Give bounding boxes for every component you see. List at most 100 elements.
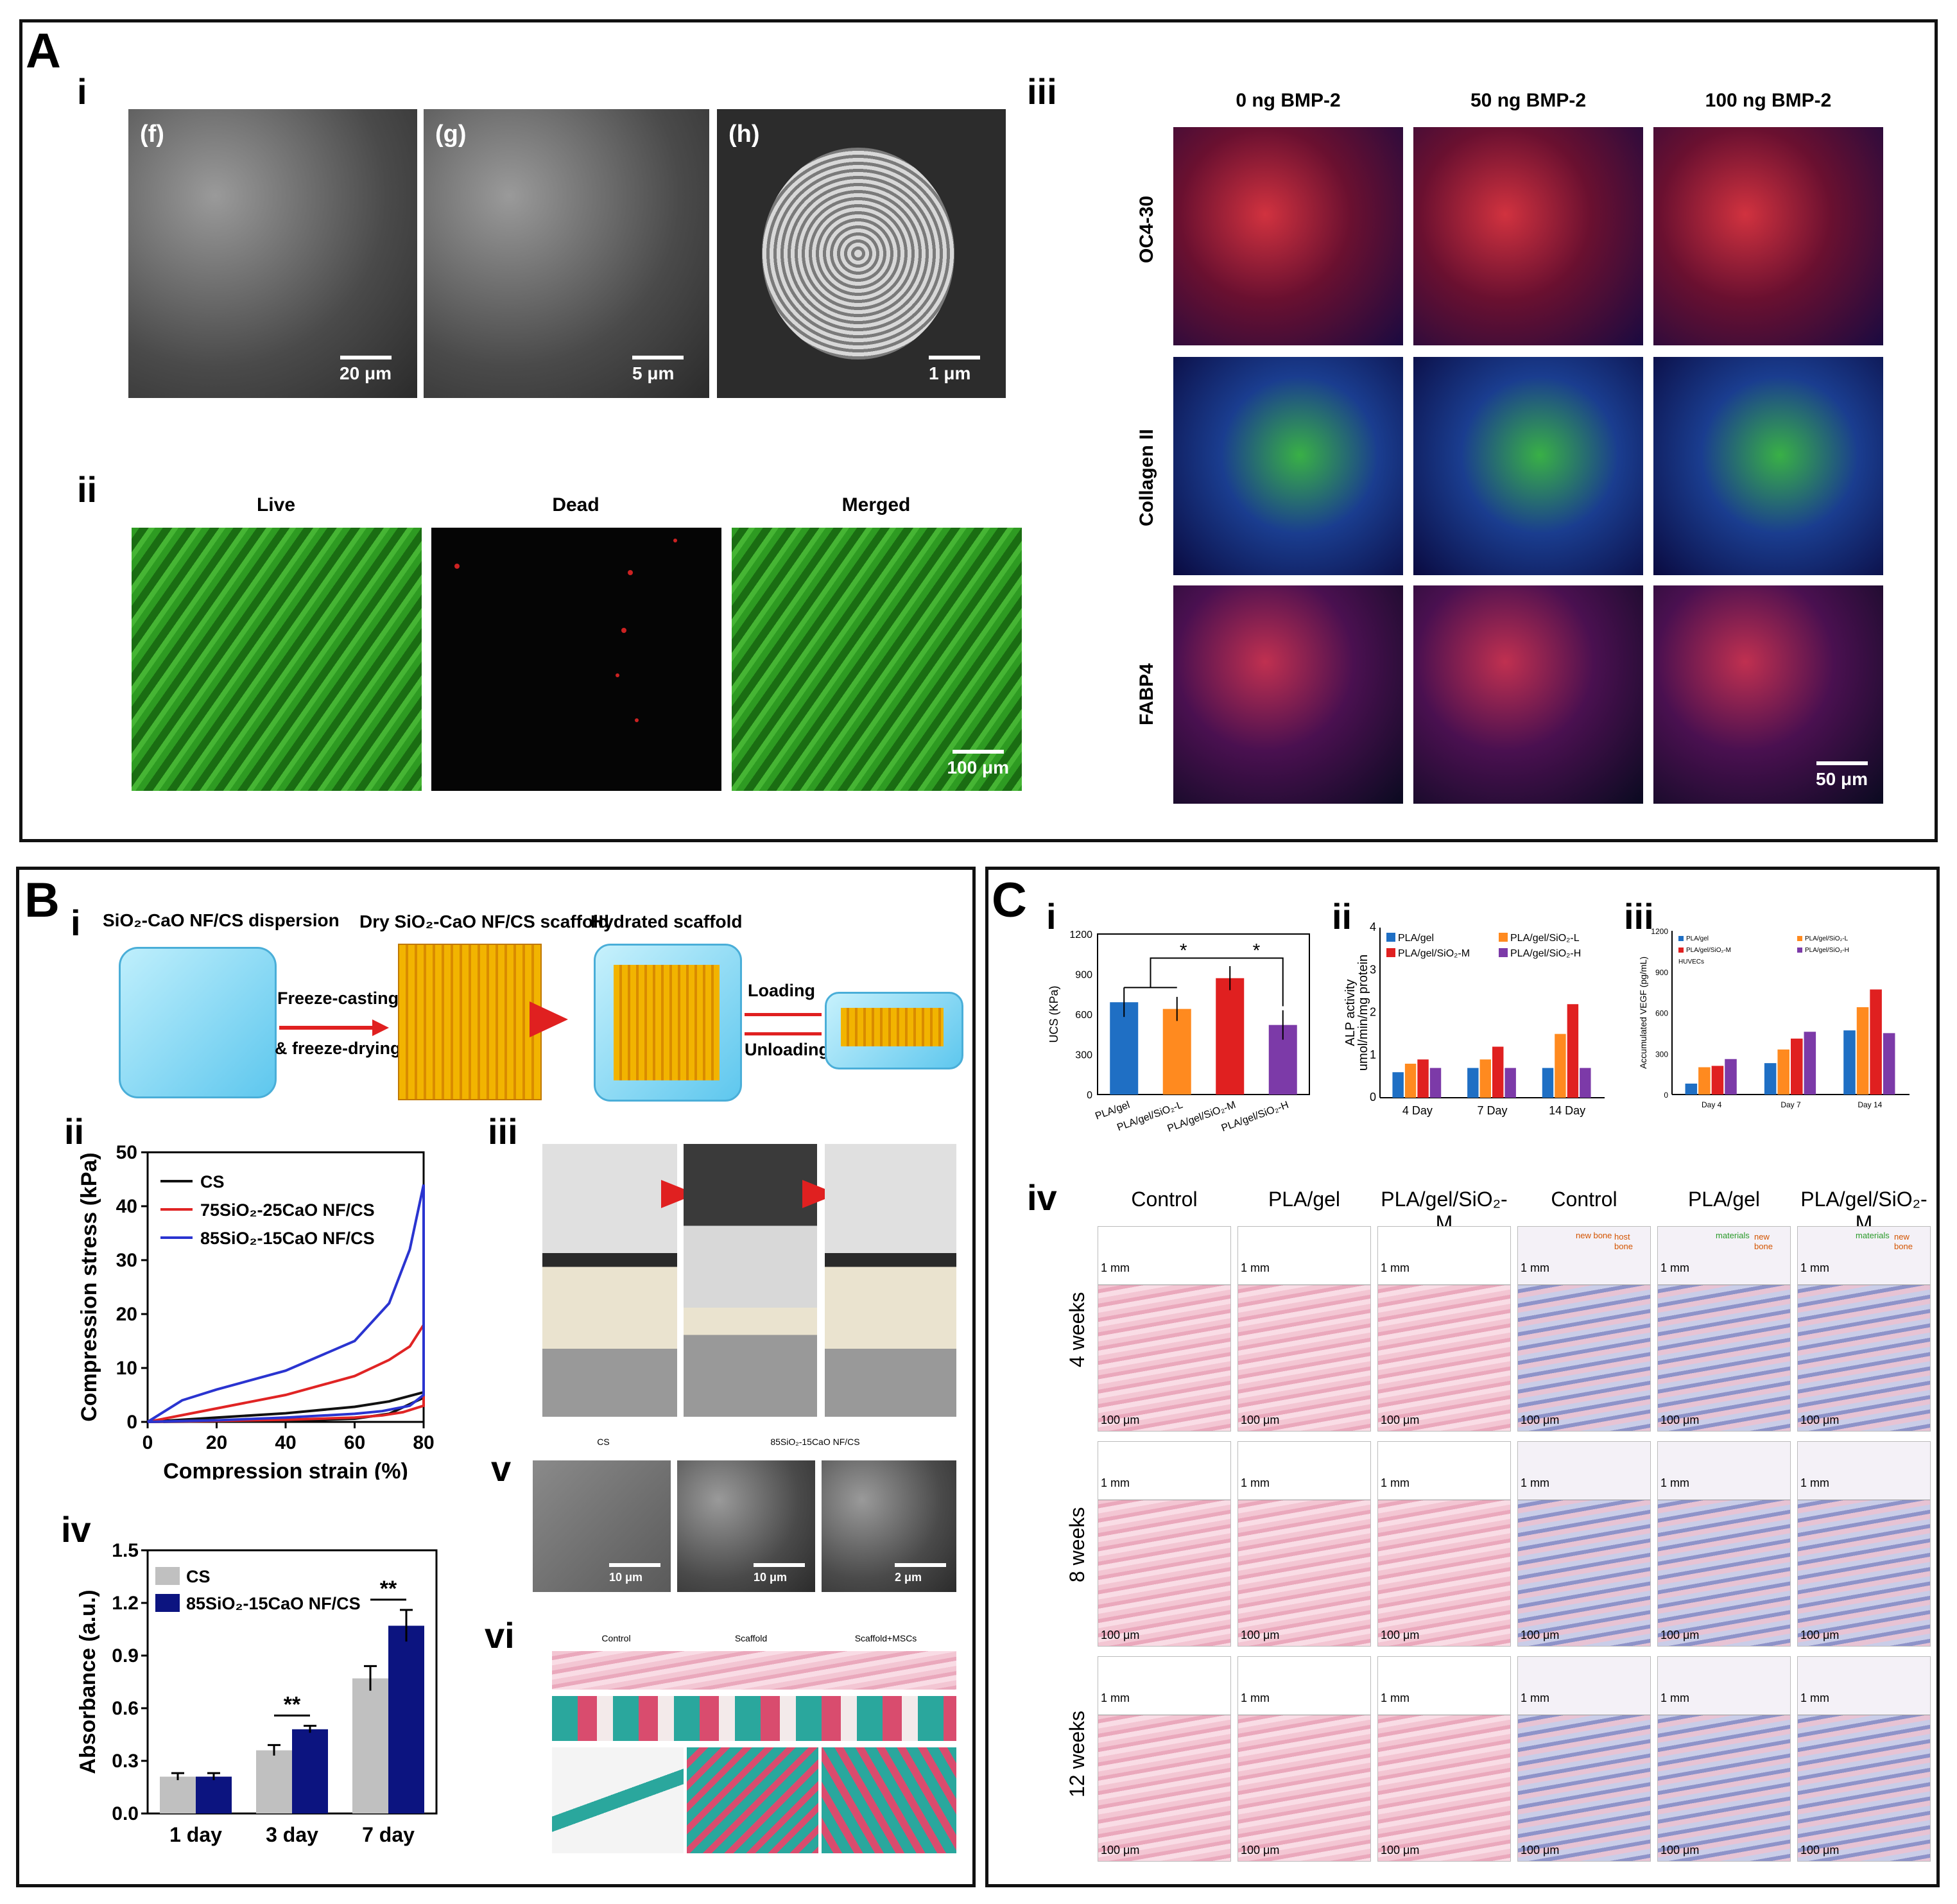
histo-cell: 1 mm 100 μm: [1517, 1656, 1651, 1862]
y-tick-label: 30: [116, 1250, 137, 1271]
bmp-row-fabp4: FABP4: [1136, 663, 1157, 725]
histo-cell: 1 mm 100 μm: [1098, 1441, 1231, 1647]
y-axis-label: Compression stress (kPa): [77, 1152, 101, 1422]
mt-tag: materials: [1716, 1231, 1750, 1240]
legend-label-1: 85SiO₂-15CaO NF/CS: [186, 1594, 361, 1613]
legend-swatch-1: [1499, 933, 1508, 942]
histo-col-header: PLA/gel: [1268, 1188, 1341, 1211]
scale-mm: 1 mm: [1241, 1261, 1270, 1274]
plot-frame: [1097, 933, 1310, 1095]
bar: [1711, 1066, 1724, 1095]
scale-mm: 1 mm: [1241, 1692, 1270, 1704]
scale-mm: 1 mm: [1101, 1692, 1130, 1704]
panel-b-label: B: [24, 873, 60, 928]
unloading-label: Unloading: [745, 1040, 829, 1059]
y-tick-label: 40: [116, 1196, 137, 1217]
live-stain-image: [132, 528, 422, 791]
y-tick-label: 20: [116, 1304, 137, 1325]
compression-photo-3: [825, 1144, 956, 1417]
panel-b-sub-i: i: [71, 903, 81, 943]
sem-v-right-label: 85SiO₂-15CaO NF/CS: [770, 1437, 860, 1447]
bar: [160, 1776, 196, 1813]
y-tick-label: 0: [1664, 1091, 1668, 1100]
histo-overview-strip: [1378, 1657, 1510, 1715]
stain-header-dead: Dead: [552, 494, 599, 515]
scale-um: 100 μm: [1660, 1629, 1700, 1641]
vi-masson-detail-3: [822, 1747, 956, 1853]
bar: [1567, 1004, 1579, 1098]
y-tick-label: 4: [1370, 921, 1376, 933]
y-axis-label: ALP activity: [1343, 979, 1358, 1046]
panel-a-sub-ii: ii: [77, 469, 98, 510]
bmp-row-oc: OC4-30: [1136, 195, 1157, 263]
histo-row-label: 8 weeks: [1065, 1507, 1089, 1582]
panel-c-sub-iii: iii: [1624, 896, 1654, 937]
legend-extra: HUVECs: [1678, 958, 1704, 965]
bmp-img-col-100: [1653, 357, 1883, 575]
scale-um: 100 μm: [1800, 1414, 1840, 1426]
x-tick-label: 20: [206, 1432, 227, 1453]
y-tick-label: 900: [1655, 968, 1668, 977]
y-tick-label: 600: [1655, 1009, 1668, 1018]
bar: [1492, 1046, 1504, 1098]
chart-absorbance: 0.0 0.3 0.6 0.9 1.2 1.5 Absorbance (a.u.) 1 day…: [76, 1540, 438, 1846]
bar: [1467, 1068, 1479, 1098]
scale-um: 100 μm: [1241, 1629, 1280, 1641]
histo-overview-strip: [1518, 1227, 1650, 1285]
y-tick-label: 1: [1370, 1048, 1376, 1061]
legend-swatch-0: [1678, 936, 1684, 941]
sem-v-cs: 10 μm: [533, 1460, 671, 1592]
vi-he-strip: [552, 1651, 956, 1690]
legend-label-1: PLA/gel/SiO₂-L: [1805, 935, 1849, 942]
x-category-label: 4 Day: [1402, 1104, 1433, 1117]
scale-mm: 1 mm: [1241, 1476, 1270, 1489]
y-axis-label-2: umol/min/mg protein: [1356, 955, 1370, 1071]
histo-overview-strip: [1238, 1657, 1370, 1715]
histo-col-header: Control: [1551, 1188, 1617, 1211]
scale-um: 100 μm: [1800, 1629, 1840, 1641]
y-tick-label: 0.0: [112, 1803, 139, 1824]
compressed-scaffold: [825, 992, 963, 1069]
histo-row-label: 12 weeks: [1065, 1710, 1089, 1797]
sem-scale-f: 20 μm: [340, 356, 392, 384]
scale-um: 100 μm: [1101, 1629, 1140, 1641]
x-category-label: 14 Day: [1549, 1104, 1585, 1117]
plot-frame: [146, 1151, 425, 1423]
histo-overview-strip: [1658, 1442, 1790, 1500]
scale-mm: 1 mm: [1800, 1692, 1829, 1704]
histo-overview-strip: [1518, 1657, 1650, 1715]
panel-b-frame: [16, 867, 976, 1887]
arrow-freeze-label-b: & freeze-drying: [275, 1039, 401, 1058]
scale-um: 100 μm: [1521, 1414, 1560, 1426]
panel-a-sub-iii: iii: [1027, 71, 1057, 112]
legend-swatch-0: [1386, 933, 1395, 942]
legend-label-1: PLA/gel/SiO₂-L: [1510, 933, 1580, 944]
bmp-img-fabp-0: [1173, 585, 1403, 804]
arrow-freeze: [279, 1026, 375, 1030]
bar: [1843, 1030, 1856, 1095]
y-tick-label: 2: [1370, 1006, 1376, 1019]
mt-tag: new bone: [1576, 1231, 1612, 1240]
histo-cell: 1 mm 100 μm: [1377, 1226, 1511, 1432]
scale-mm: 1 mm: [1381, 1261, 1410, 1274]
scale-um: 100 μm: [1101, 1844, 1140, 1856]
sem-v-scale-3: 2 μm: [895, 1563, 946, 1584]
y-tick-label: 0.3: [112, 1751, 139, 1772]
bar: [196, 1776, 232, 1813]
y-tick-label: 1.5: [112, 1540, 139, 1561]
histo-cell: 1 mm 100 μm: [1797, 1656, 1931, 1862]
histo-row-label: 4 weeks: [1065, 1292, 1089, 1367]
arrow-unloading: [745, 1032, 822, 1035]
legend-swatch-2: [1678, 948, 1684, 953]
histo-cell: 1 mm 100 μm: [1797, 1441, 1931, 1647]
legend-swatch-0: [155, 1567, 180, 1585]
legend-label-3: PLA/gel/SiO₂-H: [1805, 947, 1849, 954]
arrow-hydrate: [530, 1001, 568, 1037]
mt-tag: materials: [1856, 1231, 1890, 1240]
schematic-step3: Hydrated scaffold: [591, 912, 743, 931]
scale-um: 100 μm: [1660, 1844, 1700, 1856]
sem-scale-h: 1 μm: [929, 356, 980, 384]
y-tick-label: 1200: [1069, 930, 1092, 940]
bar: [1479, 1059, 1491, 1098]
vi-col-scaffold-mscs: Scaffold+MSCs: [854, 1633, 917, 1643]
